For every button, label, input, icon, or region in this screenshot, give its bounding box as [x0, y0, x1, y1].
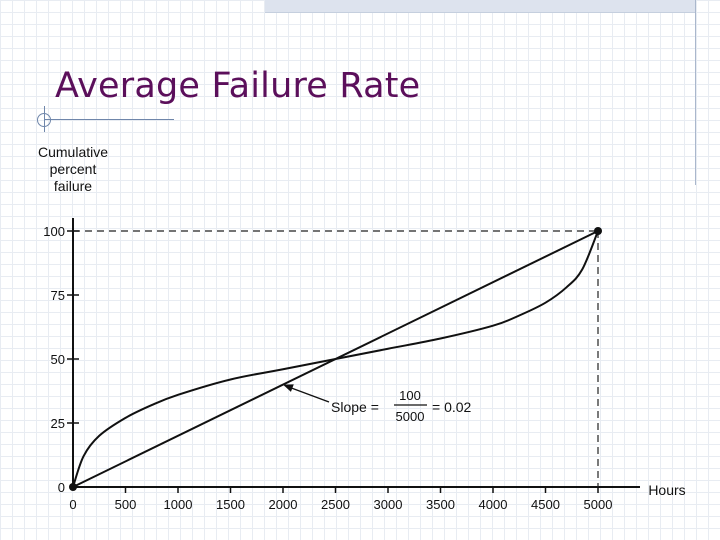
- annotation-arrowhead: [283, 384, 294, 392]
- annotation-numerator: 100: [399, 388, 421, 403]
- annotation-denominator: 5000: [396, 409, 425, 424]
- x-tick-label: 2000: [269, 497, 298, 512]
- title-bullet-icon: [37, 113, 51, 127]
- slope-annotation: Slope = 100 5000 = 0.02: [283, 384, 472, 424]
- decorative-header-bar: [265, 0, 695, 13]
- y-tick-label: 75: [51, 288, 65, 303]
- x-tick-label: 1000: [164, 497, 193, 512]
- x-tick-label: 5000: [584, 497, 613, 512]
- chart-ticks: 0 500 1000 1500 2000 2500 3000 3500 4000 4500 5000…: [43, 224, 612, 512]
- data-point-origin: [69, 483, 77, 491]
- x-tick-label: 0: [69, 497, 76, 512]
- series-curve-cumulative-failure: [72, 230, 599, 488]
- x-tick-label: 2500: [321, 497, 350, 512]
- y-tick-label: 0: [58, 480, 65, 495]
- title-underline: [44, 119, 174, 120]
- y-axis-label-line: percent: [50, 161, 97, 177]
- decorative-vertical-line: [695, 0, 696, 185]
- x-tick-label: 4000: [479, 497, 508, 512]
- annotation-result: = 0.02: [432, 399, 472, 415]
- y-tick-label: 25: [51, 416, 65, 431]
- slide-title: Average Failure Rate: [55, 66, 421, 106]
- chart-axes: [72, 218, 640, 488]
- data-point-end: [594, 227, 602, 235]
- chart-series: [69, 227, 602, 491]
- x-tick-label: 3500: [426, 497, 455, 512]
- x-axis-label: Hours: [648, 482, 685, 498]
- x-tick-label: 500: [115, 497, 137, 512]
- y-tick-label: 100: [43, 224, 65, 239]
- y-axis-label-line: failure: [54, 178, 92, 194]
- x-tick-label: 4500: [531, 497, 560, 512]
- reference-lines: [73, 230, 599, 487]
- annotation-prefix: Slope =: [331, 399, 379, 415]
- x-tick-label: 1500: [216, 497, 245, 512]
- y-tick-label: 50: [51, 352, 65, 367]
- x-tick-label: 3000: [374, 497, 403, 512]
- y-axis-label-line: Cumulative: [38, 144, 108, 160]
- annotation-arrow-line: [284, 384, 330, 403]
